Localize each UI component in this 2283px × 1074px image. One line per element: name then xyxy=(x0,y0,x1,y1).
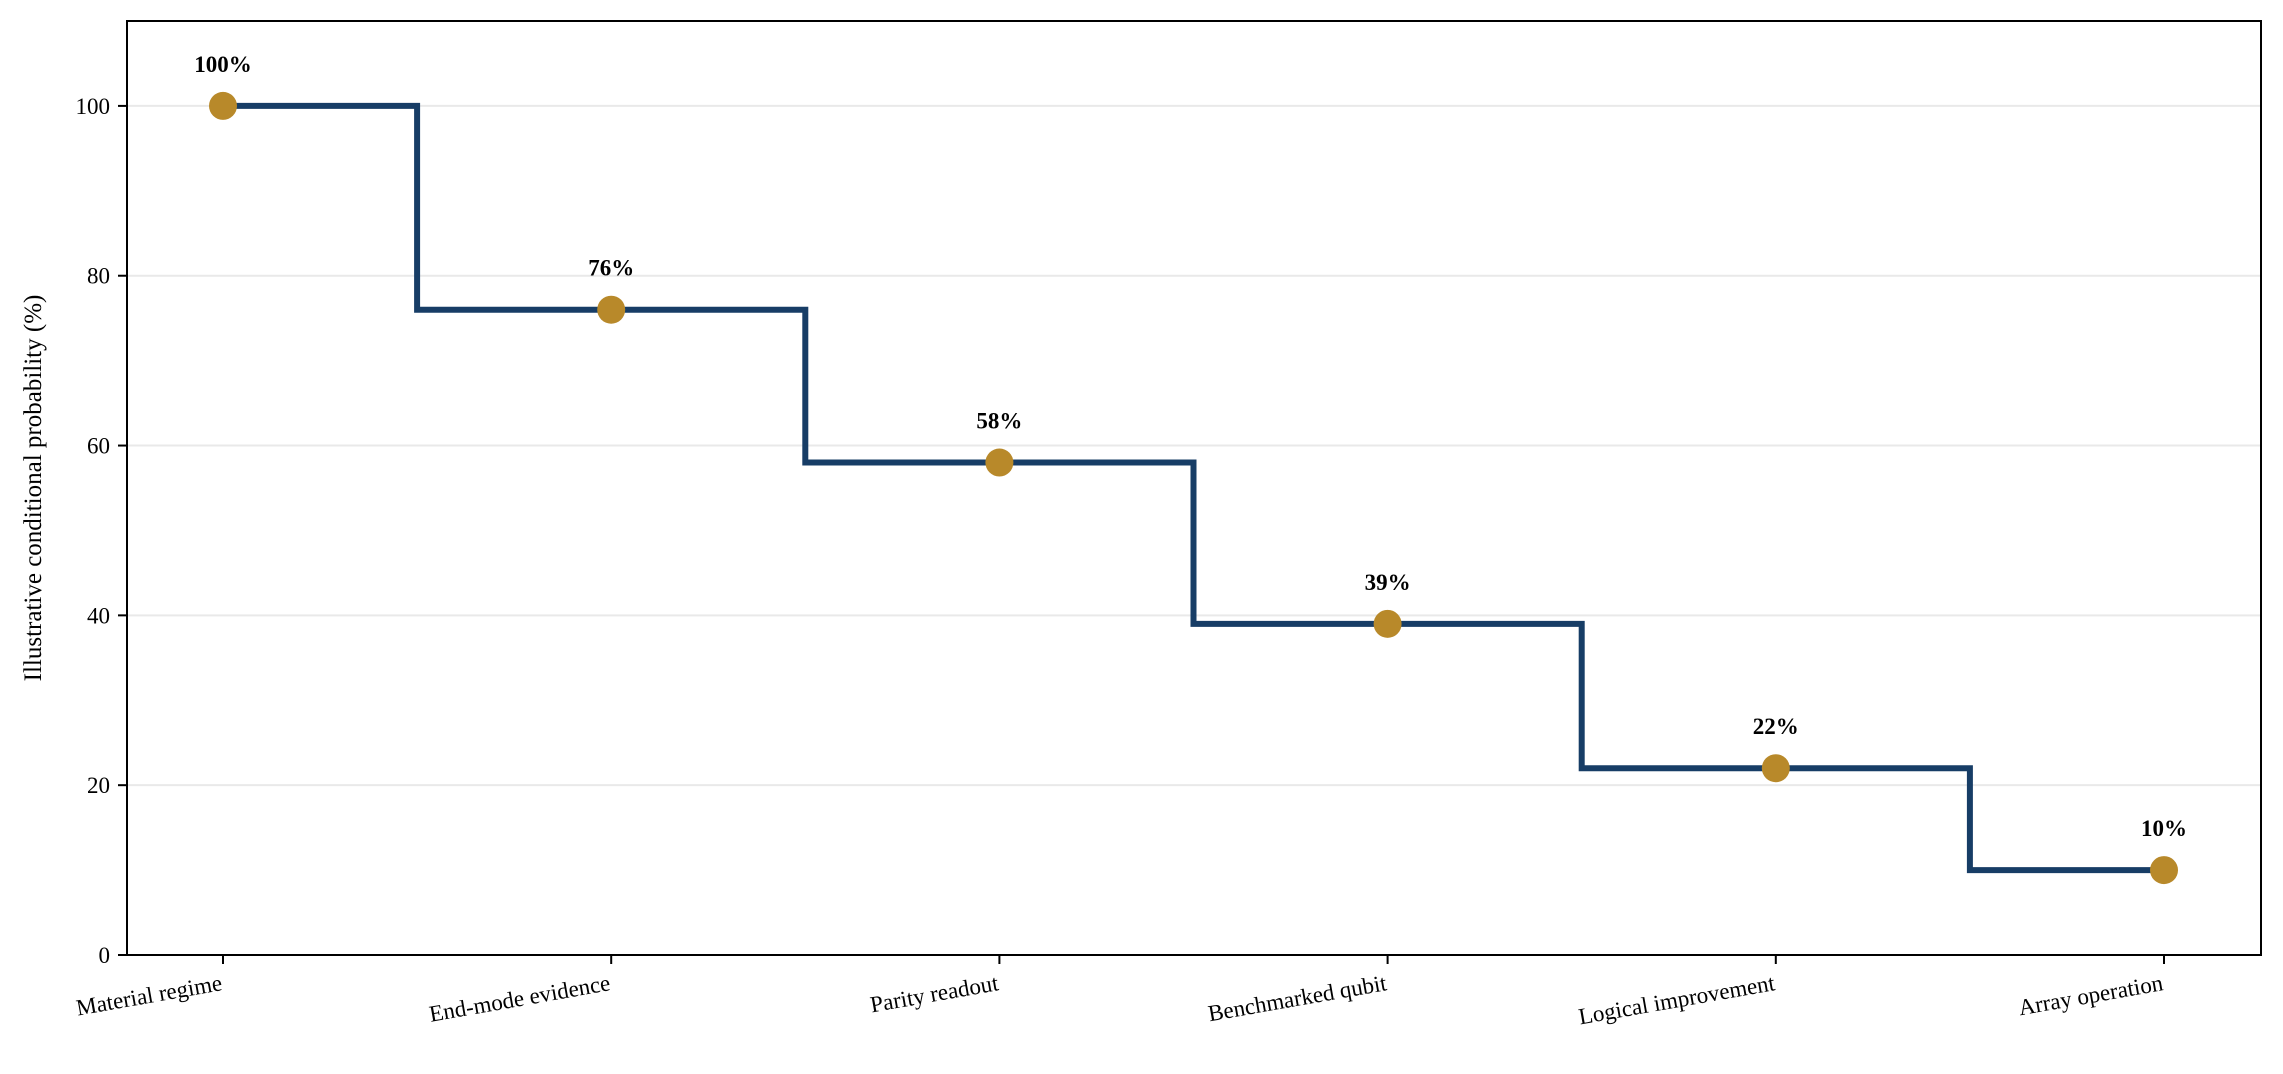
x-tick-label: Logical improvement xyxy=(1577,970,1778,1029)
gridlines xyxy=(127,104,2261,787)
step-line xyxy=(223,102,2164,874)
data-label: 58% xyxy=(976,409,1022,434)
y-axis-title: Illustrative conditional probability (%) xyxy=(20,295,47,682)
data-point xyxy=(2150,856,2178,885)
data-point xyxy=(1761,754,1790,783)
y-tick-label: 40 xyxy=(87,603,110,628)
x-tick-label: End-mode evidence xyxy=(427,970,612,1026)
data-point xyxy=(1373,609,1402,638)
data-label: 10% xyxy=(2141,816,2187,841)
data-label: 22% xyxy=(1753,714,1799,739)
x-axis-ticks: Material regime End-mode evidence Parity r… xyxy=(74,955,2165,1029)
data-label: 100% xyxy=(194,52,252,77)
data-point xyxy=(209,91,237,120)
y-tick-label: 20 xyxy=(87,773,110,798)
x-tick-label: Parity readout xyxy=(868,970,1001,1017)
x-tick-label: Material regime xyxy=(74,970,224,1020)
data-point xyxy=(597,295,626,324)
y-axis-ticks: 0 20 40 60 80 100 xyxy=(76,94,127,968)
data-point xyxy=(985,448,1014,477)
data-labels: 100% 76% 58% 39% 22% 10% xyxy=(194,52,2187,841)
plot-frame xyxy=(126,20,2262,956)
y-tick-label: 0 xyxy=(99,943,111,968)
y-tick-label: 80 xyxy=(87,264,110,289)
data-markers xyxy=(209,91,2178,885)
x-tick-label: Benchmarked qubit xyxy=(1206,970,1389,1026)
y-tick-label: 100 xyxy=(76,94,111,119)
data-label: 39% xyxy=(1365,570,1411,595)
y-tick-label: 60 xyxy=(87,434,110,459)
data-label: 76% xyxy=(588,256,634,281)
x-tick-label: Array operation xyxy=(2016,970,2165,1020)
